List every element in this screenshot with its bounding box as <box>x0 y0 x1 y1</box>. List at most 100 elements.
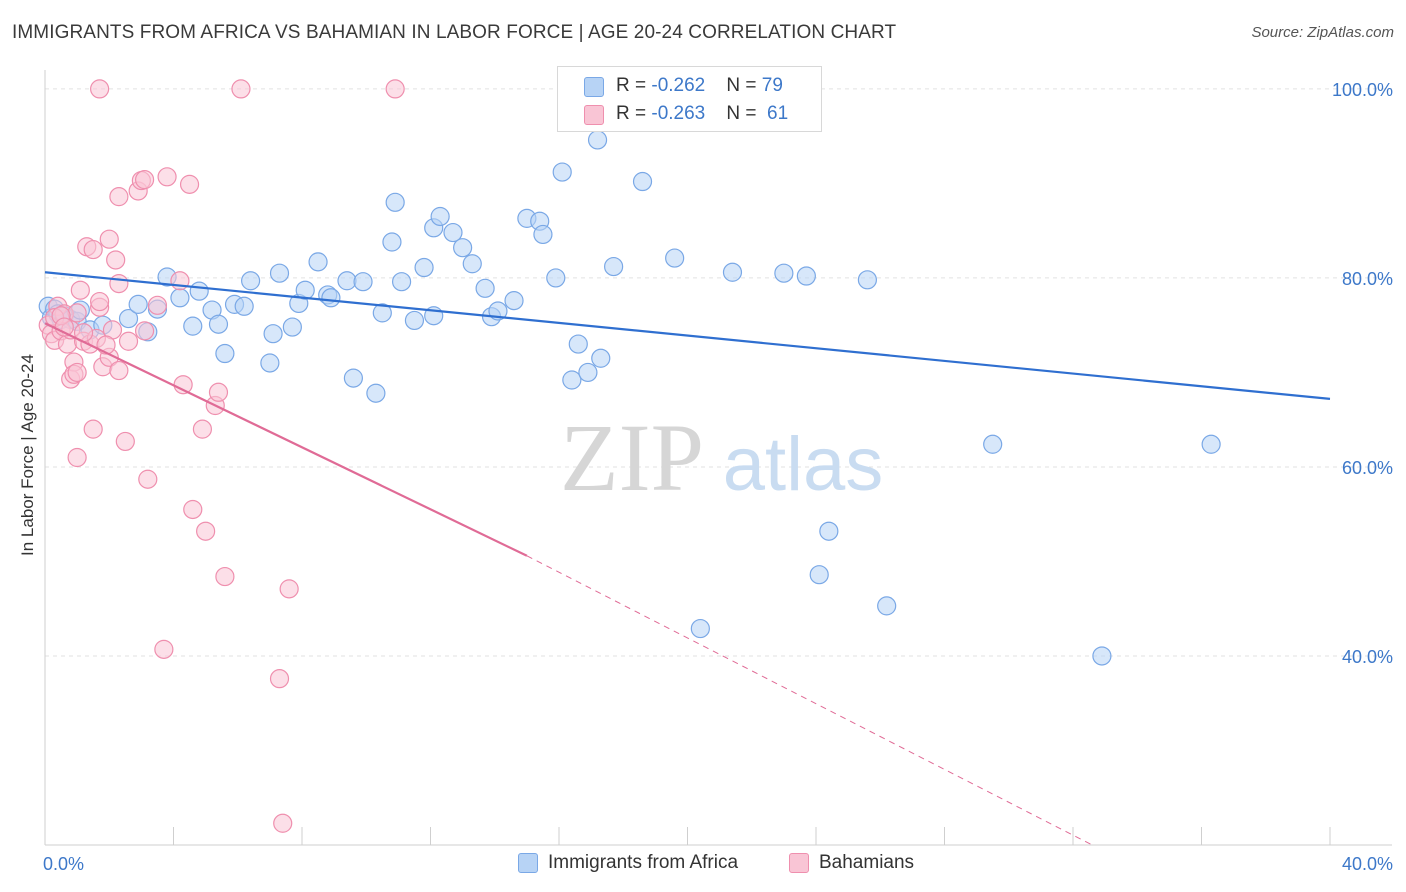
bahamian-point <box>109 187 129 207</box>
bahamian-point <box>154 639 174 659</box>
trend-layer <box>44 271 1331 846</box>
x-tick-label: 40.0% <box>1342 854 1393 874</box>
africa-point <box>546 268 566 288</box>
africa-point <box>269 263 290 283</box>
legend-item-africa[interactable]: Immigrants from Africa <box>518 852 738 874</box>
africa-point <box>604 256 624 277</box>
bahamian-point <box>90 79 110 99</box>
legend-swatch-bahamians <box>789 853 809 873</box>
africa-point <box>404 310 425 331</box>
r-value: -0.262 <box>651 75 706 96</box>
stats-text-bahamians: R = -0.263 N = 61 <box>616 103 788 125</box>
bahamian-point <box>279 579 299 599</box>
r-label: R = <box>616 103 652 124</box>
africa-point <box>587 130 608 150</box>
y-tick-label: 100.0% <box>1332 80 1393 100</box>
bahamian-point <box>269 669 290 689</box>
bahamian-point <box>147 295 168 315</box>
legend-swatch-africa <box>518 853 538 873</box>
bahamian-point <box>215 566 235 587</box>
africa-point <box>128 294 148 314</box>
africa-point <box>430 206 450 227</box>
africa-point <box>1092 646 1112 666</box>
africa-point <box>857 270 878 290</box>
legend-item-bahamians[interactable]: Bahamians <box>789 852 914 874</box>
africa-point <box>189 281 209 301</box>
bahamian-point <box>196 521 216 541</box>
n-value: 61 <box>767 103 789 124</box>
y-tick-label: 80.0% <box>1342 269 1393 289</box>
bahamian-point <box>385 79 405 99</box>
africa-point <box>215 343 235 364</box>
africa-point <box>443 222 463 243</box>
stats-text-africa: R = -0.262 N = 79 <box>616 75 783 97</box>
africa-point <box>796 266 816 286</box>
africa-point <box>819 521 839 541</box>
africa-point <box>722 262 743 282</box>
africa-point <box>774 263 794 283</box>
africa-point <box>877 596 897 616</box>
africa-point <box>568 334 588 354</box>
bahamian-trendline <box>44 322 528 557</box>
points-layer <box>38 79 1221 833</box>
africa-point <box>208 314 229 334</box>
africa-point <box>241 271 261 291</box>
africa-point <box>983 434 1003 454</box>
africa-point <box>665 248 685 268</box>
africa-point <box>183 316 203 336</box>
africa-point <box>414 257 434 278</box>
africa-swatch <box>584 77 604 97</box>
africa-point <box>504 291 524 311</box>
bahamian-point <box>138 469 158 489</box>
bahamian-point <box>134 170 155 190</box>
bahamian-point <box>67 447 87 468</box>
africa-point <box>343 368 363 388</box>
africa-point <box>462 254 482 274</box>
axis-layer <box>44 70 1392 846</box>
watermark-zip: ZIP <box>560 404 704 511</box>
chart-title: IMMIGRANTS FROM AFRICA VS BAHAMIAN IN LA… <box>12 22 897 43</box>
label-layer: 40.0% 60.0% 80.0% 100.0% 0.0% 40.0% <box>43 80 1393 874</box>
bahamian-point <box>118 331 139 351</box>
bahamian-point <box>83 239 103 260</box>
watermark-atlas: atlas <box>723 422 884 507</box>
bahamian-point <box>96 335 116 355</box>
africa-point <box>118 308 139 329</box>
bahamian-point <box>70 280 90 300</box>
bahamian-point <box>99 229 119 249</box>
africa-point <box>475 278 495 298</box>
n-label: N = <box>726 103 762 124</box>
bahamian-point <box>109 273 129 294</box>
legend-label-bahamians: Bahamians <box>819 852 915 873</box>
africa-point <box>1201 434 1221 454</box>
r-label: R = <box>616 75 652 96</box>
grid-layer <box>45 88 1392 657</box>
africa-point <box>562 370 582 390</box>
bahamian-point <box>115 431 135 452</box>
africa-trendline <box>44 271 1331 400</box>
africa-point <box>308 252 328 272</box>
y-tick-label: 60.0% <box>1342 458 1393 478</box>
africa-point <box>690 618 710 639</box>
bahamians-swatch <box>584 105 604 125</box>
series-legend: Immigrants from Africa Bahamians <box>0 852 1406 878</box>
africa-point <box>372 303 392 323</box>
africa-point <box>263 324 283 344</box>
bahamian-point <box>109 360 129 381</box>
r-value: -0.263 <box>651 103 706 124</box>
bahamian-point <box>273 813 293 833</box>
n-label: N = <box>726 75 762 96</box>
bahamian-point <box>231 79 251 99</box>
africa-point <box>391 272 412 292</box>
bahamian-point <box>208 382 229 402</box>
watermark: ZIP atlas <box>560 404 883 511</box>
legend-label-africa: Immigrants from Africa <box>548 852 739 873</box>
bahamian-point <box>67 362 87 383</box>
africa-point <box>337 271 357 291</box>
africa-point <box>353 272 373 292</box>
bahamian-point <box>83 419 103 439</box>
africa-point <box>234 296 254 316</box>
africa-point <box>260 353 280 373</box>
africa-point <box>282 317 302 337</box>
